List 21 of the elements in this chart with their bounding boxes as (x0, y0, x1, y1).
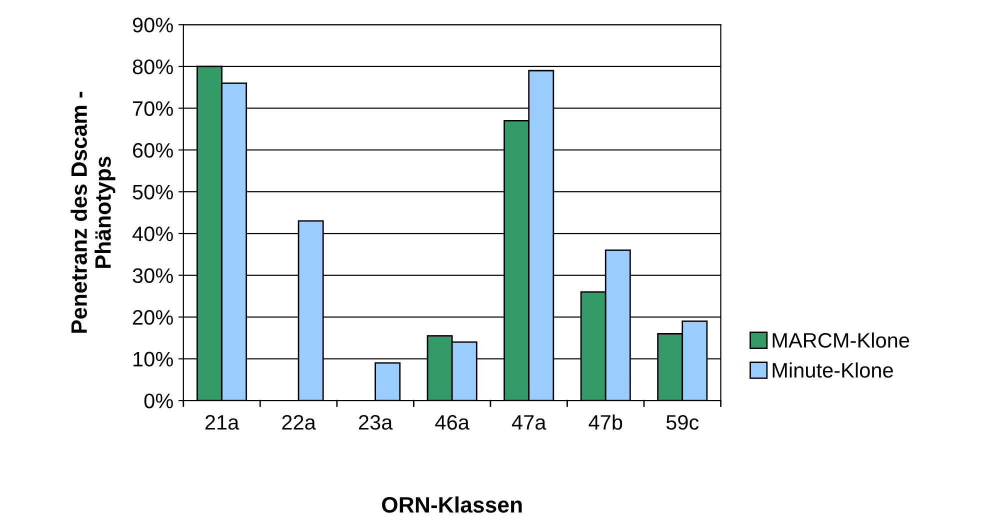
x-tick-label: 47b (588, 414, 622, 430)
y-tick-label: 80% (132, 59, 173, 74)
legend-label: MARCM-Klone (772, 332, 910, 348)
y-tick-label: 40% (132, 226, 173, 242)
x-tick-label: 46a (435, 415, 470, 430)
x-tick-label: 22a (282, 415, 316, 430)
x-axis-title: ORN-Klassen (382, 496, 522, 513)
x-tick-label: 21a (205, 415, 240, 430)
y-tick-label: 30% (132, 268, 173, 284)
y-tick-label: 20% (133, 310, 173, 325)
y-tick-label: 50% (132, 184, 173, 200)
x-tick-label: 23a (358, 415, 393, 430)
legend-label: Minute-Klone (772, 362, 893, 378)
x-tick-label: 47a (512, 415, 546, 430)
y-tick-label: 10% (134, 352, 173, 367)
y-tick-label: 0% (144, 394, 173, 408)
y-axis-title: Penetranz des Dscam - Phänotyps (70, 92, 116, 333)
y-tick-label: 60% (133, 142, 173, 158)
x-tick-label: 59c (666, 415, 699, 430)
y-tick-label: 90% (132, 18, 173, 32)
y-tick-label: 70% (133, 101, 173, 116)
